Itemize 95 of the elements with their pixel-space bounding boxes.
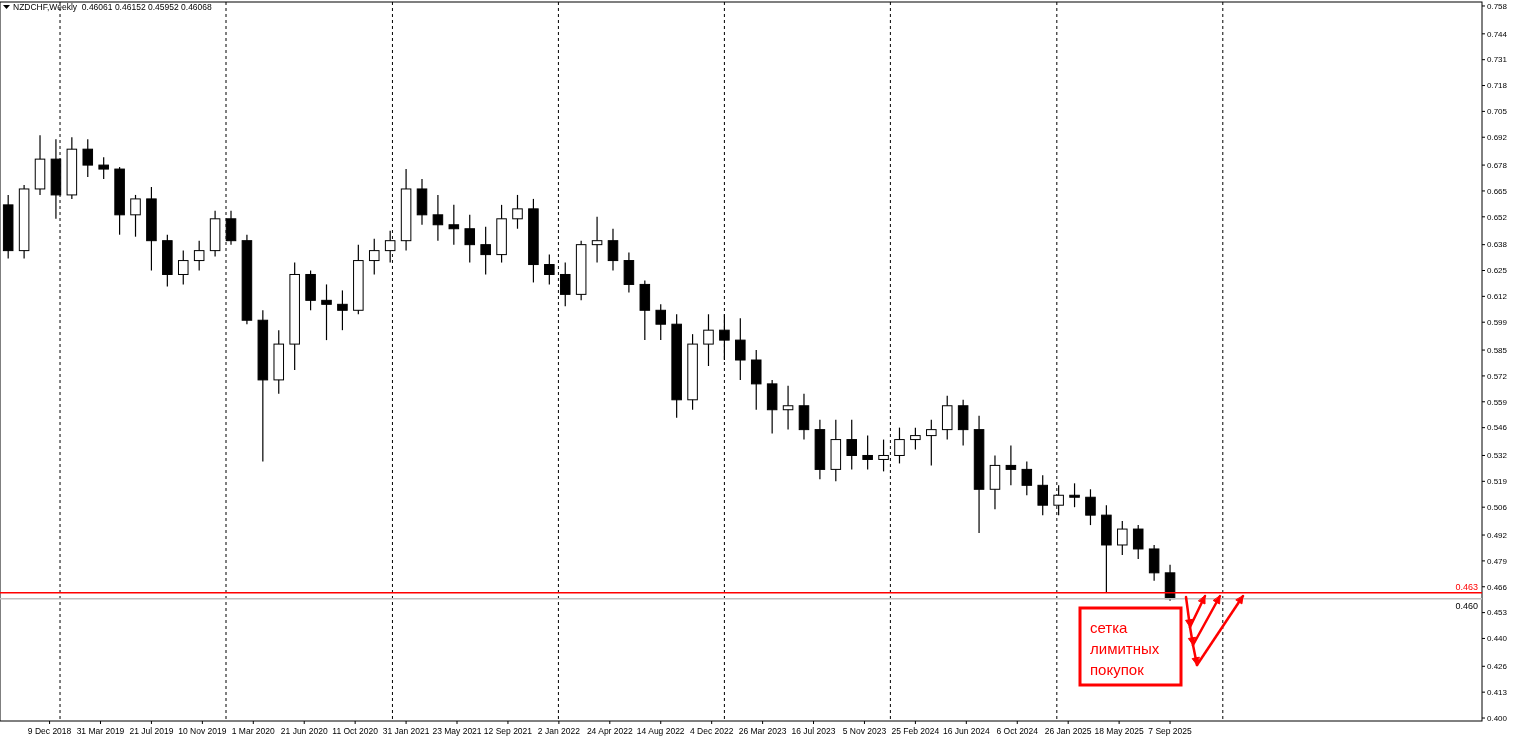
candlestick	[798, 393, 810, 441]
y-tick-label: 0.572	[1487, 371, 1508, 381]
candlestick	[1085, 488, 1096, 526]
candlestick	[448, 204, 460, 246]
x-tick-label: 18 May 2025	[1094, 726, 1144, 736]
candlestick	[512, 194, 523, 230]
candlestick	[177, 250, 189, 286]
candlestick	[98, 156, 109, 180]
x-tick-label: 2 Jan 2022	[537, 726, 581, 736]
candlestick	[750, 349, 762, 411]
candlestick	[623, 252, 635, 293]
chart-title: NZDCHF,Weekly 0.46061 0.46152 0.45952 0.46068	[13, 2, 213, 12]
y-tick-label: 0.692	[1487, 133, 1508, 143]
candlestick	[910, 427, 921, 451]
y-tick-label: 0.426	[1487, 662, 1508, 672]
candlestick	[846, 419, 857, 470]
y-tick-label: 0.585	[1487, 345, 1508, 355]
candlestick	[862, 434, 873, 470]
y-tick-label: 0.546	[1487, 423, 1508, 433]
x-tick-label: 16 Jun 2024	[942, 726, 990, 736]
y-tick-label: 0.652	[1487, 212, 1508, 222]
y-tick-label: 0.612	[1487, 292, 1508, 302]
x-tick-label: 11 Oct 2020	[332, 726, 379, 736]
candlestick	[735, 317, 746, 381]
ref-line-label: 0.463	[1455, 581, 1478, 592]
y-tick-label: 0.744	[1487, 29, 1508, 39]
candlestick	[989, 454, 1001, 510]
candlestick	[1132, 524, 1144, 560]
x-tick-label: 31 Jan 2021	[382, 726, 430, 736]
x-tick-label: 26 Jan 2025	[1044, 726, 1092, 736]
candlestick	[703, 313, 714, 367]
y-tick-label: 0.638	[1487, 240, 1508, 250]
y-tick-label: 0.519	[1487, 477, 1508, 487]
x-tick-label: 23 May 2021	[432, 726, 482, 736]
y-tick-label: 0.731	[1487, 55, 1508, 65]
x-tick-label: 14 Aug 2022	[636, 726, 685, 736]
candlestick	[655, 303, 667, 341]
y-tick-label: 0.665	[1487, 186, 1508, 196]
y-tick-label: 0.705	[1487, 107, 1508, 117]
candlestick	[591, 216, 603, 264]
y-tick-label: 0.532	[1487, 451, 1508, 461]
y-tick-label: 0.466	[1487, 582, 1508, 592]
x-tick-label: 25 Feb 2024	[891, 726, 940, 736]
y-tick-label: 0.506	[1487, 502, 1508, 512]
candlestick	[1069, 482, 1080, 508]
x-tick-label: 26 Mar 2023	[738, 726, 787, 736]
candlestick	[957, 399, 969, 447]
x-tick-label: 24 Apr 2022	[586, 726, 633, 736]
candlestick	[464, 214, 476, 264]
candlestick	[1021, 460, 1033, 496]
candlestick	[82, 138, 94, 178]
candlestick	[480, 226, 491, 276]
candlestick	[1148, 544, 1160, 582]
y-tick-label: 0.440	[1487, 634, 1508, 644]
ref-line-label: 0.460	[1455, 600, 1478, 611]
candlestick	[321, 283, 332, 341]
x-tick-label: 4 Dec 2022	[689, 726, 734, 736]
candlestick	[719, 313, 730, 361]
x-tick-label: 5 Nov 2023	[842, 726, 887, 736]
x-tick-label: 6 Oct 2024	[996, 726, 1039, 736]
candlestick	[782, 385, 794, 431]
candlestick	[193, 240, 205, 272]
candlestick	[368, 238, 380, 276]
x-tick-label: 21 Jun 2020	[280, 726, 328, 736]
y-tick-label: 0.559	[1487, 397, 1508, 407]
x-tick-label: 10 Nov 2019	[178, 726, 227, 736]
x-tick-label: 12 Sep 2021	[483, 726, 533, 736]
candlestick	[337, 289, 348, 331]
y-tick-label: 0.678	[1487, 160, 1508, 170]
candlestick	[1037, 474, 1048, 516]
x-tick-label: 31 Mar 2019	[76, 726, 125, 736]
x-tick-label: 7 Sep 2025	[1148, 726, 1193, 736]
annotation: сетка лимитных покупок	[1090, 619, 1160, 678]
candlestick	[894, 427, 905, 465]
y-tick-label: 0.625	[1487, 266, 1508, 276]
candlestick	[130, 194, 141, 238]
x-tick-label: 1 Mar 2020	[231, 726, 276, 736]
candlestick	[1005, 444, 1017, 486]
x-tick-label: 9 Dec 2018	[27, 726, 72, 736]
y-tick-label: 0.400	[1487, 713, 1508, 723]
y-tick-label: 0.453	[1487, 608, 1508, 618]
x-tick-label: 21 Jul 2019	[129, 726, 174, 736]
y-tick-label: 0.758	[1487, 1, 1508, 11]
x-tick-label: 16 Jul 2023	[791, 726, 836, 736]
y-tick-label: 0.718	[1487, 81, 1508, 91]
candlestick	[607, 228, 619, 272]
y-tick-label: 0.479	[1487, 556, 1508, 566]
y-tick-label: 0.492	[1487, 530, 1508, 540]
candlestick	[926, 419, 937, 467]
candlestick	[1117, 520, 1128, 556]
candlestick	[544, 253, 555, 286]
y-tick-label: 0.599	[1487, 318, 1508, 328]
candlestick	[941, 395, 953, 441]
y-tick-label: 0.413	[1487, 687, 1508, 697]
candlestick	[432, 194, 444, 242]
